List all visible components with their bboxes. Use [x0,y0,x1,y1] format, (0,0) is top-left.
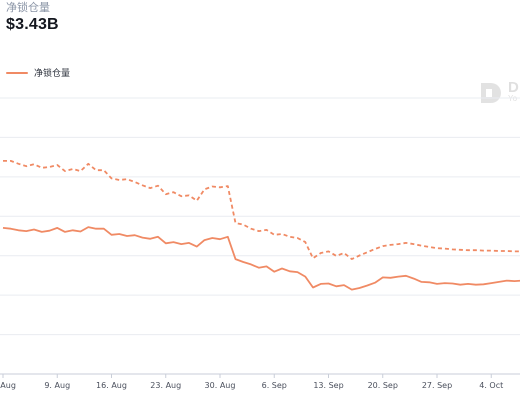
x-tick-label: 13. Sep [313,381,343,390]
x-tick-label: 9. Aug [44,381,70,390]
x-tick-label: 16. Aug [96,381,127,390]
x-tick-label: 23. Aug [150,381,181,390]
chart-legend[interactable]: 净锁仓量 [6,66,70,79]
chart-series [2,160,520,291]
x-tick-label: 30. Aug [205,381,236,390]
legend-label: 净锁仓量 [34,68,71,78]
x-tick-label: 4. Oct [479,381,503,390]
metric-value: $3.43B [6,16,59,33]
metric-label: 净锁仓量 [6,2,50,14]
series-line-dashed [3,160,520,260]
series-line-tvl [2,226,520,291]
metric-header: 净锁仓量 $3.43B [6,2,59,35]
watermark-mark: D [508,79,519,96]
x-tick-label: 6. Sep [262,381,287,390]
x-tick-label: 27. Sep [422,381,452,390]
x-axis: 2. Aug 9. Aug 16. Aug 23. Aug 30. Aug 6. Sep 1… [0,373,520,390]
chart-grid [0,97,520,375]
x-tick-label: 2. Aug [0,381,16,390]
x-tick-label: 20. Sep [368,381,398,390]
legend-swatch [6,71,28,74]
